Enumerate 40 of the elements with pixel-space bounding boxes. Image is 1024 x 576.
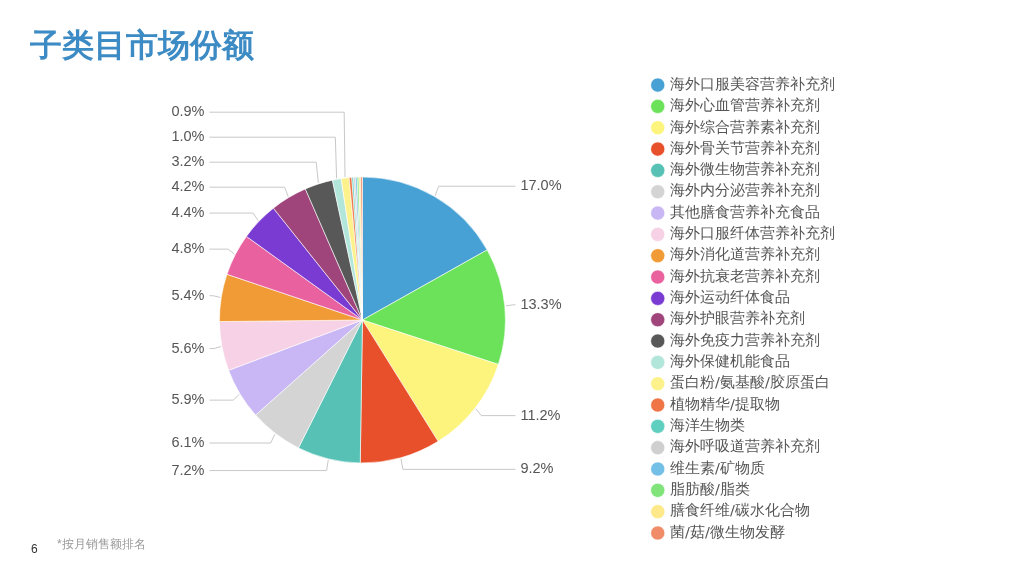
legend-label: 海外免疫力营养补充剂: [670, 331, 820, 348]
legend-label: 维生素/矿物质: [670, 459, 765, 476]
legend-label: 膳食纤维/碳水化合物: [670, 502, 810, 519]
data-label: 13.3%: [520, 295, 562, 312]
legend-label: 蛋白粉/氨基酸/胶原蛋白: [670, 374, 830, 391]
chart-title: 子类目市场份额: [30, 25, 254, 66]
data-label: 4.4%: [171, 204, 205, 221]
data-label: 17.0%: [520, 177, 562, 194]
legend-label: 海外呼吸道营养补充剂: [670, 438, 820, 455]
legend-label: 海外综合营养素补充剂: [670, 118, 820, 135]
legend-label: 海外内分泌营养补充剂: [670, 182, 820, 199]
legend-label: 菌/菇/微生物发酵: [670, 523, 785, 540]
data-label: 1.0%: [171, 128, 205, 145]
data-label: 3.2%: [171, 153, 205, 170]
legend-label: 海外保健机能食品: [670, 353, 790, 370]
data-label: 4.8%: [171, 240, 205, 257]
legend-label: 海外微生物营养补充剂: [670, 161, 820, 178]
data-label: 5.6%: [171, 339, 205, 356]
legend-label: 植物精华/提取物: [670, 395, 780, 412]
data-label: 5.4%: [171, 286, 205, 303]
text: 6: [31, 542, 38, 556]
text: *按月销售额排名: [57, 536, 146, 553]
legend-label: 海外抗衰老营养补充剂: [670, 267, 820, 284]
data-label: 4.2%: [171, 178, 205, 195]
data-label: 6.1%: [171, 434, 205, 451]
legend-label: 脂肪酸/脂类: [670, 481, 750, 498]
legend-label: 海外护眼营养补充剂: [670, 310, 805, 327]
legend-label: 海外口服美容营养补充剂: [670, 75, 835, 92]
legend-label: 海外骨关节营养补充剂: [670, 139, 820, 156]
data-label: 0.9%: [171, 103, 205, 120]
data-label: 5.9%: [171, 391, 205, 408]
legend-label: 海外运动纤体食品: [670, 289, 790, 306]
legend-label: 海外消化道营养补充剂: [670, 246, 820, 263]
data-label: 7.2%: [171, 461, 205, 478]
legend-label: 海外心血管营养补充剂: [670, 97, 820, 114]
data-label: 9.2%: [520, 460, 554, 477]
legend-label: 其他膳食营养补充食品: [670, 203, 820, 220]
legend-label: 海洋生物类: [670, 417, 745, 434]
data-label: 11.2%: [520, 406, 561, 423]
legend-label: 海外口服纤体营养补充剂: [670, 225, 835, 242]
